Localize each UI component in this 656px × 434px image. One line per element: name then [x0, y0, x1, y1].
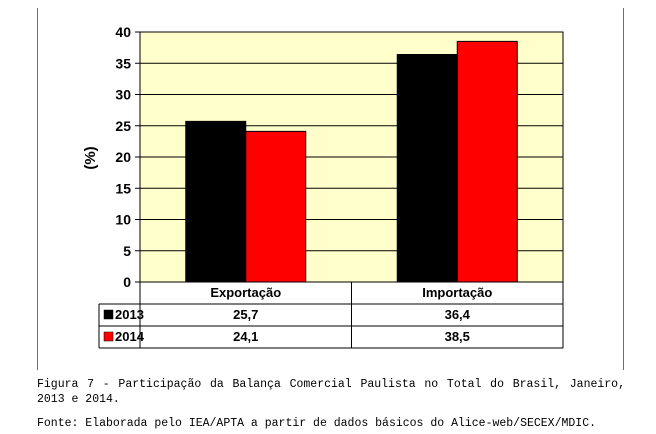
y-tick-label: 15 — [115, 180, 131, 196]
legend-key-2013 — [103, 309, 114, 320]
figure-caption: Figura 7 - Participação da Balança Comer… — [37, 378, 625, 406]
data-label: 38,5 — [445, 329, 470, 344]
frame-right-border — [623, 8, 624, 370]
bar-2014-2 — [456, 40, 518, 283]
y-tick-label: 20 — [115, 149, 131, 165]
y-tick-label: 35 — [115, 55, 131, 71]
figure-source: Fonte: Elaborada pelo IEA/APTA a partir … — [37, 417, 596, 430]
legend-key-2014 — [103, 331, 114, 342]
y-tick-label: 40 — [115, 24, 131, 40]
frame-left-border — [37, 8, 38, 370]
data-label: 24,1 — [233, 329, 258, 344]
legend-label-2013: 2013 — [115, 307, 144, 322]
x-category-label: Exportação — [210, 285, 281, 300]
bar-2014-1 — [245, 130, 307, 283]
y-axis-label: (%) — [82, 146, 99, 169]
bar-2013-2 — [396, 54, 458, 283]
y-tick-label: 30 — [115, 87, 131, 103]
x-category-label: Importação — [422, 285, 492, 300]
y-tick-label: 10 — [115, 212, 131, 228]
data-label: 36,4 — [445, 307, 471, 322]
bar-2013-1 — [185, 120, 247, 283]
data-label: 25,7 — [233, 307, 258, 322]
y-tick-label: 25 — [115, 118, 131, 134]
legend-label-2014: 2014 — [115, 329, 145, 344]
y-tick-label: 5 — [123, 243, 131, 259]
y-tick-label: 0 — [123, 274, 131, 290]
bar-chart: 0 5 10 15 20 25 30 35 40 (%) Exportação Importação 2… — [82, 24, 564, 349]
